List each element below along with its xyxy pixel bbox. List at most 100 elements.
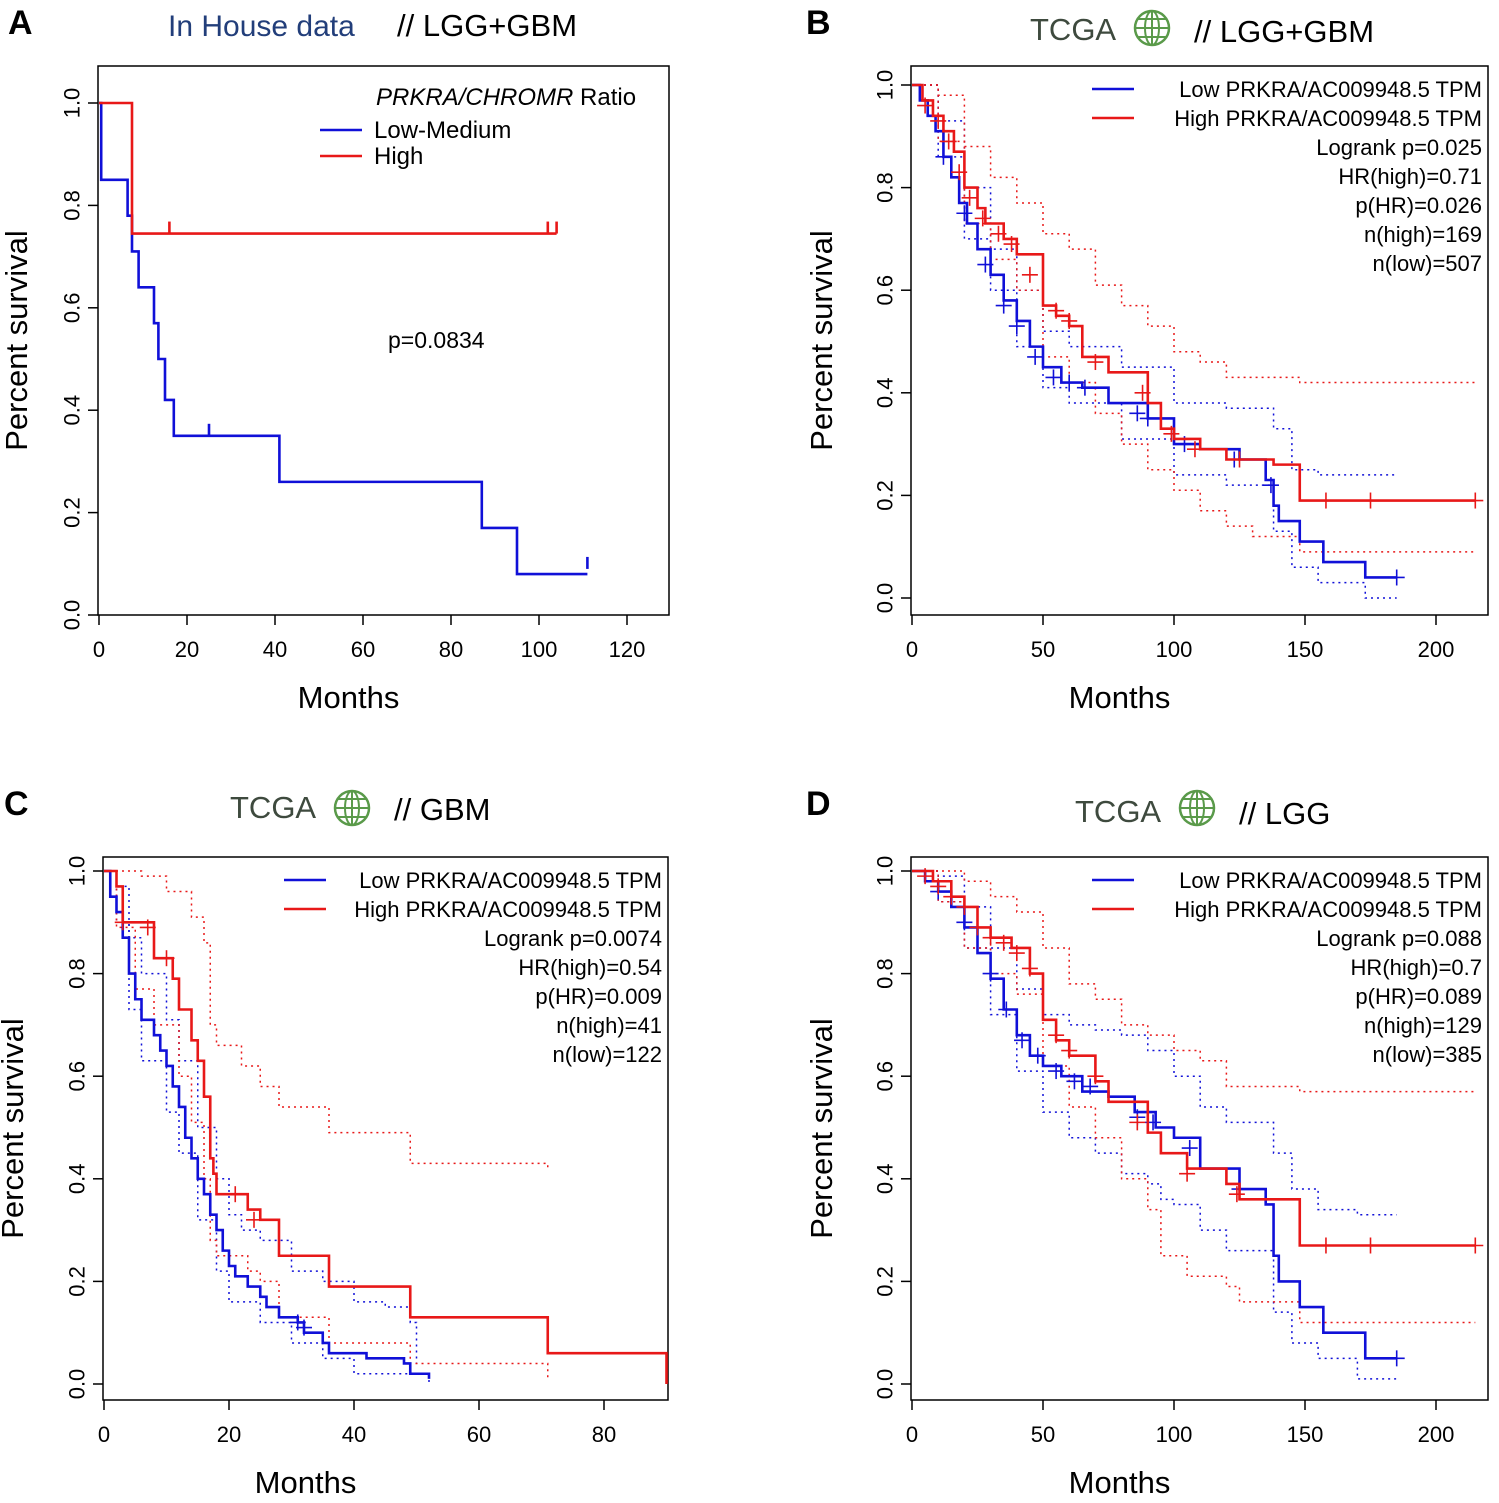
x-axis-label: Months <box>255 1465 357 1500</box>
y-tick-label: 0.6 <box>65 1061 90 1092</box>
chart-title-source: TCGA <box>1030 12 1116 47</box>
stat-label: n(high)=169 <box>1364 222 1482 247</box>
x-tick-label: 80 <box>439 637 463 662</box>
x-tick-label: 40 <box>342 1422 366 1447</box>
x-tick-label: 0 <box>98 1422 110 1447</box>
x-tick-label: 200 <box>1418 1422 1455 1447</box>
x-tick-label: 0 <box>906 1422 918 1447</box>
y-tick-label: 0.0 <box>873 1369 898 1400</box>
y-axis-label: Percent survival <box>804 1018 839 1239</box>
x-tick-label: 50 <box>1031 1422 1055 1447</box>
legend-label: Low PRKRA/AC009948.5 TPM <box>1179 77 1482 102</box>
panel-c: 0.0 0.2 0.4 0.6 0.8 1.0 0 20 40 60 80 Months Percent… <box>0 785 669 1500</box>
legend-label: High <box>374 143 423 170</box>
plot-frame <box>102 856 669 1401</box>
y-tick-label: 0.2 <box>60 497 85 528</box>
y-tick-label: 1.0 <box>65 856 90 887</box>
stat-label: Logrank p=0.088 <box>1316 926 1482 951</box>
stat-label: HR(high)=0.71 <box>1338 164 1482 189</box>
x-tick-label: 50 <box>1031 637 1055 662</box>
y-tick-label: 0.6 <box>873 275 898 306</box>
survival-curve-high <box>104 869 668 1384</box>
x-tick-label: 40 <box>263 637 287 662</box>
globe-icon <box>1133 9 1171 47</box>
chart-title-suffix: // LGG <box>1239 796 1330 831</box>
confidence-band-ci-lower <box>912 870 1397 1380</box>
panel-label: D <box>806 785 831 823</box>
legend-label: Low-Medium <box>374 117 511 144</box>
y-tick-label: 0.2 <box>873 1266 898 1297</box>
y-tick-label: 0.2 <box>873 480 898 511</box>
y-tick-label: 0.8 <box>60 190 85 221</box>
y-tick-label: 0.4 <box>65 1164 90 1195</box>
survival-curve-low <box>104 869 431 1379</box>
y-tick-label: 0.8 <box>873 172 898 203</box>
chart-title-source: TCGA <box>1075 794 1161 829</box>
p-value-annotation: p=0.0834 <box>388 327 485 353</box>
y-tick-label: 0.8 <box>65 958 90 989</box>
legend-label: Low PRKRA/AC009948.5 TPM <box>1179 868 1482 893</box>
panel-a: 0.0 0.2 0.4 0.6 0.8 1.0 0 20 40 60 80 100 120 Months P… <box>0 4 670 715</box>
stat-label: n(high)=41 <box>556 1013 662 1038</box>
y-tick-label: 0.6 <box>60 293 85 324</box>
stat-label: n(low)=385 <box>1373 1042 1482 1067</box>
confidence-band-ci-upper <box>912 84 1397 476</box>
stat-label: HR(high)=0.7 <box>1351 955 1482 980</box>
stat-label: HR(high)=0.54 <box>518 955 662 980</box>
x-axis-label: Months <box>298 680 400 715</box>
stat-label: p(HR)=0.009 <box>535 984 662 1009</box>
panel-label: C <box>4 785 29 823</box>
chart-title-source: TCGA <box>230 790 316 825</box>
legend-title: PRKRA/CHROMR Ratio <box>376 84 636 111</box>
chart-title-source: In House data <box>168 10 355 43</box>
x-tick-label: 20 <box>217 1422 241 1447</box>
chart-title-suffix: // LGG+GBM <box>1194 14 1374 49</box>
stat-label: n(low)=122 <box>553 1042 662 1067</box>
y-tick-label: 0.2 <box>65 1266 90 1297</box>
plot-frame <box>910 65 1489 616</box>
x-tick-label: 60 <box>351 637 375 662</box>
x-tick-label: 100 <box>1156 637 1193 662</box>
x-tick-label: 0 <box>93 637 105 662</box>
confidence-band-ci-lower <box>912 870 1476 1324</box>
survival-curve-high <box>99 101 557 235</box>
y-tick-label: 0.4 <box>60 395 85 426</box>
y-axis-label: Percent survival <box>804 230 839 451</box>
globe-icon <box>333 789 371 827</box>
chart-title-suffix: // GBM <box>394 792 490 827</box>
y-tick-label: 0.4 <box>873 378 898 409</box>
x-tick-label: 150 <box>1287 1422 1324 1447</box>
stat-label: Logrank p=0.0074 <box>484 926 662 951</box>
survival-curve-low <box>912 869 1397 1360</box>
legend-label: High PRKRA/AC009948.5 TPM <box>354 897 662 922</box>
y-tick-label: 1.0 <box>60 88 85 119</box>
y-tick-label: 0.0 <box>60 600 85 631</box>
x-axis-label: Months <box>1069 680 1171 715</box>
globe-icon <box>1178 789 1216 827</box>
panel-label: A <box>8 4 33 42</box>
x-tick-label: 80 <box>592 1422 616 1447</box>
stat-label: n(high)=129 <box>1364 1013 1482 1038</box>
confidence-band-ci-upper <box>104 870 549 1169</box>
confidence-band-ci-lower <box>104 870 549 1379</box>
x-tick-label: 20 <box>175 637 199 662</box>
y-axis-label: Percent survival <box>0 230 34 451</box>
confidence-band-ci-upper <box>104 870 418 1364</box>
y-tick-label: 0.8 <box>873 958 898 989</box>
legend-label: Low PRKRA/AC009948.5 TPM <box>359 868 662 893</box>
y-tick-label: 0.0 <box>65 1369 90 1400</box>
panel-label: B <box>806 4 831 42</box>
y-tick-label: 1.0 <box>873 70 898 101</box>
x-tick-label: 150 <box>1287 637 1324 662</box>
x-tick-label: 100 <box>1156 1422 1193 1447</box>
x-axis-label: Months <box>1069 1465 1171 1500</box>
confidence-band-ci-upper <box>912 84 1476 384</box>
confidence-band-ci-upper <box>912 870 1397 1216</box>
panel-b: 0.0 0.2 0.4 0.6 0.8 1.0 0 50 100 150 200 Months Perc… <box>804 4 1489 715</box>
stat-label: p(HR)=0.026 <box>1355 193 1482 218</box>
y-tick-label: 1.0 <box>873 856 898 887</box>
x-tick-label: 120 <box>609 637 646 662</box>
stat-label: p(HR)=0.089 <box>1355 984 1482 1009</box>
panel-d: 0.0 0.2 0.4 0.6 0.8 1.0 0 50 100 150 200 Months Perc… <box>804 785 1489 1500</box>
